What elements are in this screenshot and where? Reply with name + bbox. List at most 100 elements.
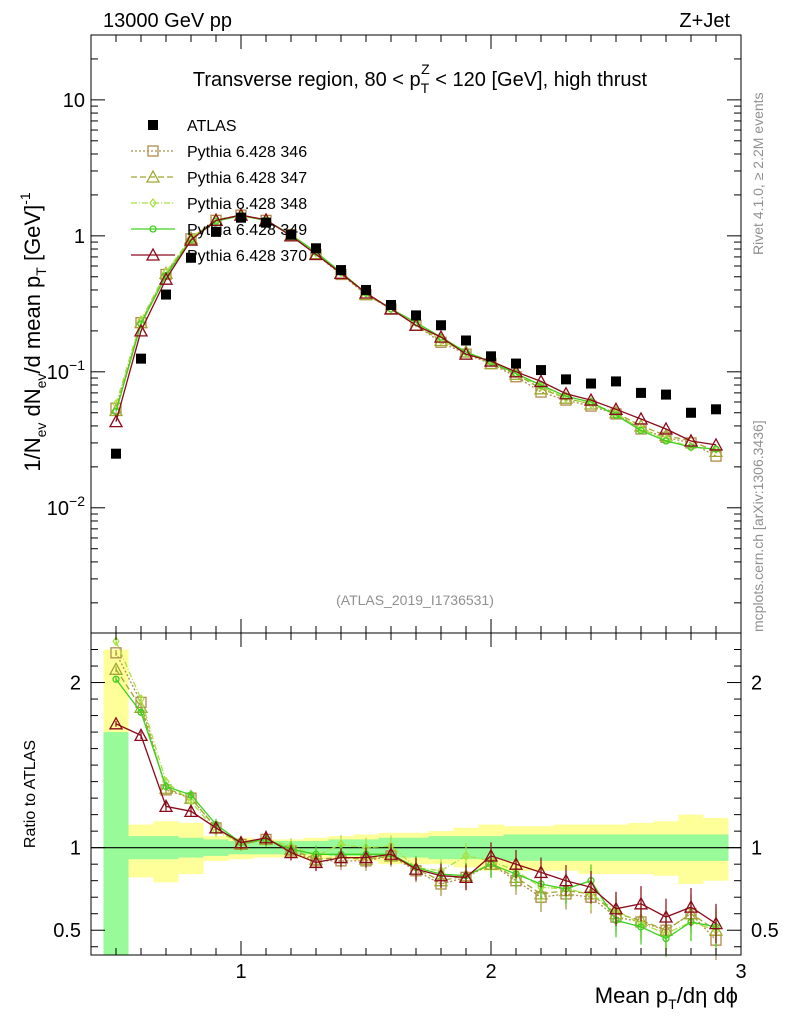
- ratio-pythia-6-428-370-point: [558, 873, 574, 887]
- atlas-point: [311, 243, 321, 254]
- ratio-pythia-6-428-370-point: [183, 803, 199, 817]
- pythia-6-428-349-point: [662, 437, 670, 445]
- ratio-pythia-6-428-370-point: [283, 845, 299, 859]
- ratio-pythia-6-428-346-line: [115, 652, 717, 941]
- pythia-6-428-370-point: [608, 401, 624, 415]
- ratio-pythia-6-428-370-point: [483, 848, 499, 862]
- atlas-point: [161, 289, 171, 300]
- ratio-pythia-6-428-348-point: [112, 636, 120, 647]
- ratio-pythia-6-428-370-point: [708, 916, 724, 930]
- ratio-panel: [91, 649, 741, 955]
- pythia-6-428-349-point: [687, 443, 695, 451]
- ratio-pythia-6-428-370-point: [208, 820, 224, 834]
- legend-label: ATLAS: [187, 118, 237, 135]
- x-tick-label: 2: [485, 961, 496, 983]
- ratio-pythia-6-428-370-point: [133, 728, 149, 742]
- atlas-point: [236, 212, 246, 223]
- legend-marker: [149, 225, 157, 233]
- ratio-pythia-6-428-370-point: [583, 879, 599, 893]
- atlas-point: [361, 284, 371, 295]
- pythia-6-428-349-point: [637, 426, 645, 435]
- pythia-6-428-370-point: [183, 232, 199, 246]
- ratio-pythia-6-428-347-line: [115, 668, 717, 931]
- series-pythia-6-428-347: [108, 207, 724, 458]
- main-panel-marks: [108, 207, 724, 462]
- ratio-series-pythia-6-428-370: [108, 716, 724, 944]
- pythia-6-428-370-point: [208, 212, 224, 227]
- pythia-6-428-348-point: [662, 434, 670, 445]
- pythia-6-428-349-point: [212, 217, 220, 225]
- ratio-y-tick-label: 2: [70, 673, 81, 695]
- ratio-y-tick-label-right: 0.5: [751, 920, 779, 942]
- mcplots-label: mcplots.cern.ch [arXiv:1306.3436]: [750, 420, 766, 632]
- legend-entry-pythia-6-428-370: Pythia 6.428 370: [131, 247, 307, 265]
- ratio-pythia-6-428-370-point: [433, 868, 449, 882]
- ratio-pythia-6-428-370-point: [458, 870, 474, 884]
- ratio-y-tick-label: 0.5: [53, 920, 81, 942]
- ratio-panel-marks: [108, 636, 724, 960]
- atlas-point: [561, 374, 571, 385]
- main-axes: 10−2 10−1 1 10: [47, 35, 742, 633]
- ratio-y-tick-label-right: 2: [751, 673, 762, 695]
- ratio-pythia-6-428-347-point: [108, 661, 124, 675]
- pythia-6-428-370-point: [533, 374, 549, 388]
- ratio-pythia-6-428-370-point: [533, 865, 549, 879]
- pythia-6-428-349-point: [612, 411, 620, 419]
- atlas-point: [536, 365, 546, 376]
- legend-label: Pythia 6.428 370: [187, 248, 307, 265]
- ratio-pythia-6-428-348-point: [462, 850, 470, 861]
- pythia-6-428-370-point: [308, 247, 324, 261]
- ratio-y-axis-label: Ratio to ATLAS: [22, 740, 39, 848]
- legend-entry-atlas: ATLAS: [148, 118, 237, 135]
- ratio-pythia-6-428-370-point: [658, 909, 674, 923]
- pythia-6-428-370-point: [158, 271, 174, 285]
- ratio-pythia-6-428-370-point: [633, 896, 649, 910]
- ratio-pythia-6-428-370-line: [115, 723, 717, 925]
- ratio-series-pythia-6-428-346: [110, 647, 722, 960]
- pythia-6-428-370-point: [408, 317, 424, 331]
- legend-marker: [149, 198, 157, 208]
- atlas-point: [486, 351, 496, 362]
- pythia-6-428-370-point: [433, 329, 449, 343]
- energy-label: 13000 GeV pp: [103, 10, 232, 32]
- ratio-pythia-6-428-349-point: [137, 708, 145, 716]
- ratio-pythia-6-428-349-point: [637, 923, 645, 931]
- ratio-pythia-6-428-370-point: [683, 899, 699, 913]
- main-y-axis-label: 1/Nev dNev/d mean pT [GeV]-1: [17, 192, 49, 472]
- ratio-axes: 1 2 30.5 0.51 12 2: [53, 633, 779, 983]
- pythia-6-428-349-line: [115, 214, 717, 450]
- legend: ATLAS Pythia 6.428 346 Pythia 6.428 347 Pyt…: [131, 118, 307, 265]
- legend-label: Pythia 6.428 348: [187, 196, 307, 213]
- ratio-pythia-6-428-370-point: [158, 799, 174, 813]
- pythia-6-428-370-point: [133, 323, 149, 337]
- ratio-pythia-6-428-348-point: [137, 694, 145, 705]
- pythia-6-428-349-point: [712, 445, 720, 453]
- ratio-pythia-6-428-370-point: [233, 835, 249, 849]
- main-y-tick-label: 10: [63, 90, 85, 112]
- atlas-point: [261, 217, 271, 228]
- ratio-pythia-6-428-370-point: [258, 830, 274, 844]
- atlas-point: [111, 448, 121, 459]
- pythia-6-428-370-point: [508, 364, 524, 378]
- legend-entry-pythia-6-428-346: Pythia 6.428 346: [131, 144, 307, 161]
- main-y-tick-label: 10−1: [47, 357, 85, 384]
- x-tick-label: 1: [235, 961, 246, 983]
- legend-entry-pythia-6-428-348: Pythia 6.428 348: [131, 196, 307, 213]
- atlas-point: [636, 387, 646, 398]
- pythia-6-428-370-point: [108, 414, 124, 428]
- ratio-pythia-6-428-370-point: [108, 716, 124, 730]
- ratio-pythia-6-428-370-point: [408, 861, 424, 875]
- analysis-tag: (ATLAS_2019_I1736531): [336, 592, 494, 608]
- atlas-point: [186, 252, 196, 263]
- ratio-y-tick-label: 1: [70, 838, 81, 860]
- pythia-6-428-348-point: [712, 444, 720, 455]
- pythia-6-428-370-point: [583, 392, 599, 406]
- atlas-point: [286, 229, 296, 240]
- atlas-point: [661, 389, 671, 400]
- pythia-6-428-370-point: [658, 421, 674, 435]
- atlas-point: [611, 376, 621, 387]
- pythia-6-428-348-point: [537, 381, 545, 392]
- ratio-y-tick-label-right: 1: [751, 838, 762, 860]
- main-y-tick-label: 10−2: [47, 493, 85, 520]
